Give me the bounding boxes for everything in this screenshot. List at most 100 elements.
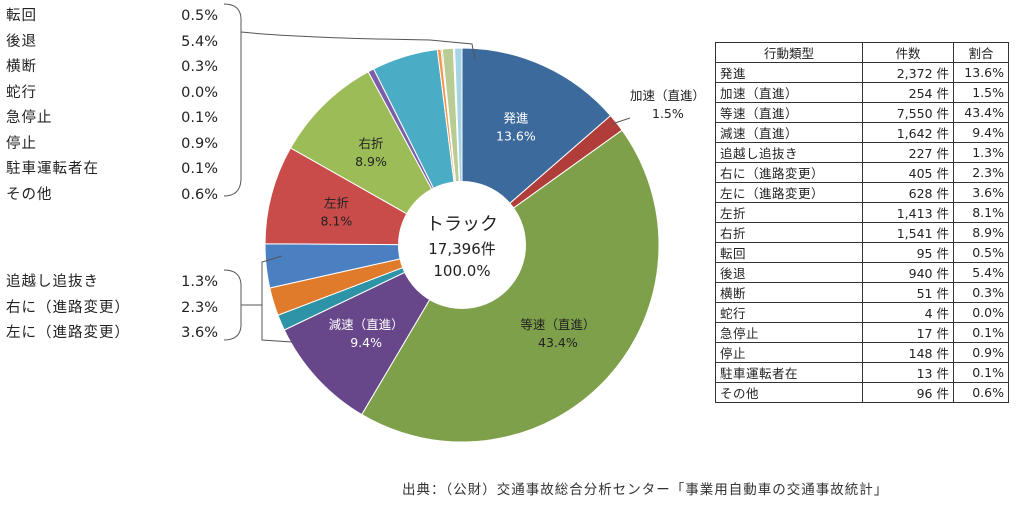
legend-pct: 0.1% <box>181 110 218 126</box>
slice-percent: 8.1% <box>321 213 353 228</box>
legend-pct: 0.6% <box>181 186 218 203</box>
cell-share: 0.9% <box>953 342 1009 363</box>
legend-label: 転回 <box>6 8 37 24</box>
cell-type: 蛇行 <box>715 302 863 323</box>
legend-pct: 2.3% <box>181 299 218 316</box>
cell-type: その他 <box>715 382 863 403</box>
cell-share: 1.5% <box>953 82 1009 103</box>
cell-count: 1,413 件 <box>862 202 954 223</box>
cell-type: 左に（進路変更） <box>715 182 863 203</box>
table-row: 駐車運転者在 13 件 0.1% <box>715 362 1009 383</box>
cell-share: 0.1% <box>953 362 1009 383</box>
table-row: 右に（進路変更） 405 件 2.3% <box>715 162 1009 183</box>
slice-label: 加速（直進） <box>630 88 705 103</box>
cell-count: 17 件 <box>862 322 954 343</box>
table-row: 停止 148 件 0.9% <box>715 342 1009 363</box>
bracket-bottom <box>223 269 242 341</box>
legend-pct: 0.0% <box>181 84 218 101</box>
cell-count: 4 件 <box>862 302 954 323</box>
legend-row: 駐車運転者在 0.1% <box>6 157 218 183</box>
cell-share: 0.5% <box>953 242 1009 263</box>
cell-type: 横断 <box>715 282 863 303</box>
cell-share: 2.3% <box>953 162 1009 183</box>
cell-share: 8.1% <box>953 202 1009 223</box>
table-row: 右折 1,541 件 8.9% <box>715 222 1009 243</box>
legend-pct: 0.5% <box>181 8 218 24</box>
legend-label: 停止 <box>6 135 37 152</box>
cell-share: 43.4% <box>953 102 1009 123</box>
legend-small-categories: 転回 0.5% 後退 5.4% 横断 0.3% 蛇行 0.0% 急停止 0.1% 停止 0.… <box>6 4 218 208</box>
cell-count: 148 件 <box>862 342 954 363</box>
table-row: 追越し追抜き 227 件 1.3% <box>715 142 1009 163</box>
header-type: 行動類型 <box>715 42 863 63</box>
cell-count: 1,642 件 <box>862 122 954 143</box>
cell-share: 1.3% <box>953 142 1009 163</box>
legend-row: その他 0.6% <box>6 183 218 209</box>
cell-count: 1,541 件 <box>862 222 954 243</box>
cell-type: 発進 <box>715 62 863 83</box>
legend-row: 左に（進路変更） 3.6% <box>6 321 218 347</box>
center-percent: 100.0% <box>433 262 490 280</box>
cell-type: 停止 <box>715 342 863 363</box>
slice-percent: 43.4% <box>538 335 578 350</box>
cell-type: 加速（直進） <box>715 82 863 103</box>
legend-label: 駐車運転者在 <box>6 161 99 177</box>
table-row: 等速（直進） 7,550 件 43.4% <box>715 102 1009 123</box>
legend-label: 右に（進路変更） <box>6 299 130 316</box>
slice-label: 発進 <box>503 111 529 126</box>
legend-pct: 5.4% <box>181 33 218 50</box>
cell-share: 8.9% <box>953 222 1009 243</box>
legend-row: 右に（進路変更） 2.3% <box>6 296 218 322</box>
cell-count: 13 件 <box>862 362 954 383</box>
table-row: 蛇行 4 件 0.0% <box>715 302 1009 323</box>
cell-type: 減速（直進） <box>715 122 863 143</box>
cell-count: 95 件 <box>862 242 954 263</box>
cell-count: 940 件 <box>862 262 954 283</box>
legend-row: 停止 0.9% <box>6 132 218 158</box>
cell-type: 左折 <box>715 202 863 223</box>
legend-pct: 3.6% <box>181 325 218 341</box>
table-header-row: 行動類型 件数 割合 <box>715 42 1009 63</box>
legend-row: 横断 0.3% <box>6 55 218 81</box>
cell-count: 254 件 <box>862 82 954 103</box>
cell-count: 96 件 <box>862 382 954 403</box>
cell-share: 5.4% <box>953 262 1009 283</box>
slice-label: 減速（直進） <box>329 317 404 332</box>
source-caption: 出典：（公財）交通事故総合分析センター「事業用自動車の交通事故統計」 <box>402 482 889 498</box>
header-count: 件数 <box>862 42 954 63</box>
cell-type: 右に（進路変更） <box>715 162 863 183</box>
table-row: 左に（進路変更） 628 件 3.6% <box>715 182 1009 203</box>
cell-count: 7,550 件 <box>862 102 954 123</box>
legend-pct: 0.9% <box>181 135 218 152</box>
slice-percent: 8.9% <box>355 154 387 169</box>
table-row: 発進 2,372 件 13.6% <box>715 62 1009 83</box>
bracket-bottom-link <box>241 255 283 306</box>
table-row: 急停止 17 件 0.1% <box>715 322 1009 343</box>
legend-pct: 0.1% <box>181 161 218 177</box>
center-total: 17,396件 <box>428 240 496 258</box>
slice-label: 左折 <box>324 195 349 210</box>
leader-kasoku <box>611 117 631 125</box>
table-row: 減速（直進） 1,642 件 9.4% <box>715 122 1009 143</box>
legend-lane-change: 追越し追抜き 1.3% 右に（進路変更） 2.3% 左に（進路変更） 3.6% <box>6 270 218 347</box>
legend-pct: 1.3% <box>181 274 218 290</box>
legend-label: 蛇行 <box>6 84 37 101</box>
legend-pct: 0.3% <box>181 59 218 75</box>
table-row: その他 96 件 0.6% <box>715 382 1009 403</box>
cell-share: 0.0% <box>953 302 1009 323</box>
table-row: 左折 1,413 件 8.1% <box>715 202 1009 223</box>
legend-row: 転回 0.5% <box>6 4 218 30</box>
slice-label: 等速（直進） <box>520 317 595 332</box>
table-row: 横断 51 件 0.3% <box>715 282 1009 303</box>
cell-share: 0.1% <box>953 322 1009 343</box>
data-table: 行動類型 件数 割合 発進 2,372 件 13.6% 加速（直進） 254 件 1.5… <box>715 42 1009 403</box>
cell-count: 51 件 <box>862 282 954 303</box>
slice-percent: 13.6% <box>496 129 536 144</box>
legend-label: 横断 <box>6 59 37 75</box>
cell-share: 13.6% <box>953 62 1009 83</box>
table-row: 転回 95 件 0.5% <box>715 242 1009 263</box>
legend-label: 後退 <box>6 33 37 50</box>
bracket-top-link <box>240 31 476 61</box>
bracket-top <box>223 3 242 197</box>
